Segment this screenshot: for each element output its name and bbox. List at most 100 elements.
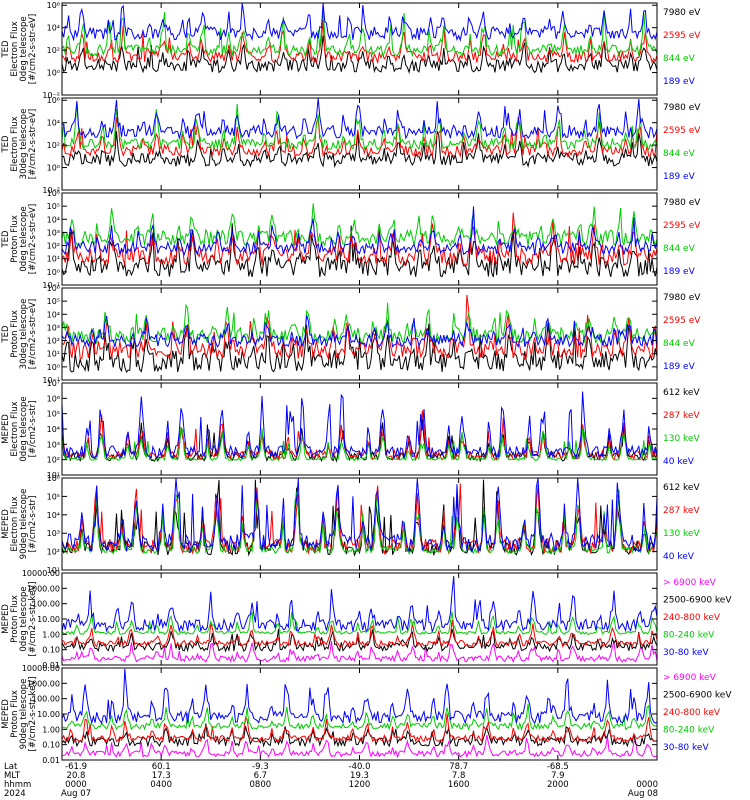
- legend-entry: 7980 eV: [663, 198, 701, 208]
- y-tick-label: 10³: [47, 228, 60, 237]
- y-tick-label: 10⁶: [47, 474, 60, 483]
- y-axis-label: MEPED Electron Flux 90deg telescope [#/cm2-…: [1, 489, 38, 560]
- x-row-label: 2024: [4, 789, 26, 799]
- series-line-4-4: [61, 314, 658, 349]
- y-tick-label: 10⁵: [47, 492, 60, 501]
- y-axis-label-line: Proton Flux: [10, 310, 20, 358]
- series-line-1-4: [61, 3, 658, 42]
- series-line-7-4: [61, 611, 658, 636]
- legend-entry: 844 eV: [663, 339, 696, 349]
- y-tick-label: 100.00: [32, 600, 60, 609]
- y-axis-label: TED Proton Flux 30deg telescope [#/cm2-s-st…: [1, 299, 38, 370]
- panel-3: 10⁻¹ 10⁰ 10¹ 10² 10³ 10⁴ 10⁵ 10⁶ TED Proton Flux 0…: [1, 189, 701, 290]
- series-line-1-2: [61, 19, 658, 65]
- x-tick-date: Aug 07: [61, 789, 91, 799]
- legend-entry: 130 keV: [663, 529, 700, 539]
- legend-entry: 240-800 keV: [663, 708, 721, 718]
- panel-4: 10⁻¹ 10⁰ 10¹ 10² 10³ 10⁴ 10⁵ 10⁶ TED Proton Flux 3…: [1, 284, 701, 385]
- x-tick-mlt: 17.3: [152, 771, 171, 781]
- legend-entry: 2595 eV: [663, 221, 701, 231]
- plot-frame: [61, 382, 658, 476]
- y-tick-label: 10⁴: [47, 24, 60, 33]
- panel-7: 0.01 0.10 1.00 10.00 100.00 1000.00 10000.00 ME…: [1, 569, 732, 670]
- y-tick-label: 10⁵: [47, 297, 60, 306]
- y-axis-label-line: 0deg telescope: [19, 16, 29, 81]
- legend-entry: > 6900 keV: [663, 578, 717, 588]
- y-axis-label-line: Proton Flux: [10, 595, 20, 643]
- y-tick-label: 10⁻¹: [42, 281, 60, 290]
- legend-entry: 2500-6900 keV: [663, 596, 732, 606]
- y-tick-label: 10³: [47, 529, 60, 538]
- y-axis-label-line: MEPED: [1, 509, 11, 539]
- y-tick-label: 10²: [47, 141, 60, 150]
- y-tick-label: 1.00: [42, 725, 60, 734]
- panel-6: 10¹ 10² 10³ 10⁴ 10⁵ 10⁶ MEPED Electron Flux 90de…: [1, 474, 700, 575]
- y-axis-label-line: 0deg telescope: [19, 396, 29, 461]
- legend-entry: 612 keV: [663, 388, 700, 398]
- x-tick-lat: -40.0: [349, 762, 371, 772]
- x-tick-mlt: 20.8: [67, 771, 86, 781]
- x-tick-hhmm: 1200: [349, 780, 371, 790]
- y-tick-label: 10.00: [37, 710, 60, 719]
- y-tick-label: 10²: [47, 242, 60, 251]
- y-axis-label-line: Electron Flux: [10, 496, 20, 551]
- y-axis-label: TED Proton Flux 0deg telescope [#/cm2-s-str…: [1, 204, 38, 274]
- x-tick-mlt: 7.8: [452, 771, 466, 781]
- y-tick-label: 10⁶: [47, 394, 60, 403]
- y-axis-label-line: 0deg telescope: [19, 586, 29, 651]
- legend-entry: 844 eV: [663, 149, 696, 159]
- y-axis-label-line: 90deg telescope: [19, 679, 29, 750]
- y-tick-label: 10³: [47, 323, 60, 332]
- y-axis-label-line: 30deg telescope: [19, 109, 29, 180]
- y-tick-label: 1.00: [42, 630, 60, 639]
- x-tick-lat: 78.7: [449, 762, 468, 772]
- panel-2: 10⁻² 10⁰ 10² 10⁴ 10⁶ TED Electron Flux 30deg te…: [1, 96, 701, 195]
- y-tick-label: 10⁰: [47, 164, 60, 173]
- series-line-8-3: [61, 713, 658, 744]
- x-tick-mlt: 7.9: [551, 771, 565, 781]
- x-tick-hhmm: 0000: [636, 780, 658, 790]
- legend-entry: 240-800 keV: [663, 613, 721, 623]
- y-tick-label: 10000.00: [22, 569, 60, 578]
- y-tick-label: 10²: [47, 337, 60, 346]
- legend-entry: 287 keV: [663, 411, 700, 421]
- y-tick-label: 10000.00: [22, 664, 60, 673]
- y-tick-label: 10⁻²: [42, 186, 60, 195]
- y-tick-label: 10⁶: [47, 96, 60, 105]
- legend-entry: 7980 eV: [663, 8, 701, 18]
- legend-entry: 2595 eV: [663, 31, 701, 41]
- panel-1: 10⁻² 10⁰ 10² 10⁴ 10⁶ TED Electron Flux 0deg tel…: [1, 1, 701, 100]
- series-line-1-1: [61, 35, 658, 74]
- y-tick-label: 10³: [47, 440, 60, 449]
- x-tick-lat: -61.9: [65, 762, 87, 772]
- y-tick-label: 10²: [47, 456, 60, 465]
- y-axis-label-line: Electron Flux: [10, 401, 20, 456]
- y-axis-label: TED Electron Flux 30deg telescope [#/cm2-s-…: [1, 109, 38, 180]
- x-tick-hhmm: 1600: [448, 780, 470, 790]
- series-line-8-2: [61, 723, 658, 748]
- x-row-label: Lat: [4, 762, 18, 772]
- y-axis-label-line: TED: [1, 325, 11, 344]
- plot-frame: [61, 572, 658, 666]
- series-line-6-3: [61, 489, 658, 555]
- series-line-4-3: [61, 302, 658, 345]
- y-tick-label: 10¹: [47, 566, 60, 575]
- panel-8: 0.01 0.10 1.00 10.00 100.00 1000.00 10000.00 ME…: [1, 664, 732, 765]
- y-tick-label: 10⁵: [47, 202, 60, 211]
- y-tick-label: 10⁻¹: [42, 376, 60, 385]
- y-tick-label: 10⁴: [47, 511, 60, 520]
- legend-entry: 844 eV: [663, 244, 696, 254]
- y-tick-label: 10⁷: [47, 379, 60, 388]
- legend-entry: 189 eV: [663, 267, 696, 277]
- y-tick-label: 10⁴: [47, 425, 60, 434]
- y-axis-label-line: MEPED: [1, 414, 11, 444]
- legend-entry: 2595 eV: [663, 316, 701, 326]
- legend-entry: 7980 eV: [663, 293, 701, 303]
- y-tick-label: 10⁻²: [42, 91, 60, 100]
- x-tick-lat: -9.3: [252, 762, 269, 772]
- x-tick-mlt: 6.7: [254, 771, 268, 781]
- y-tick-label: 10¹: [47, 471, 60, 480]
- x-tick-mlt: 19.3: [350, 771, 369, 781]
